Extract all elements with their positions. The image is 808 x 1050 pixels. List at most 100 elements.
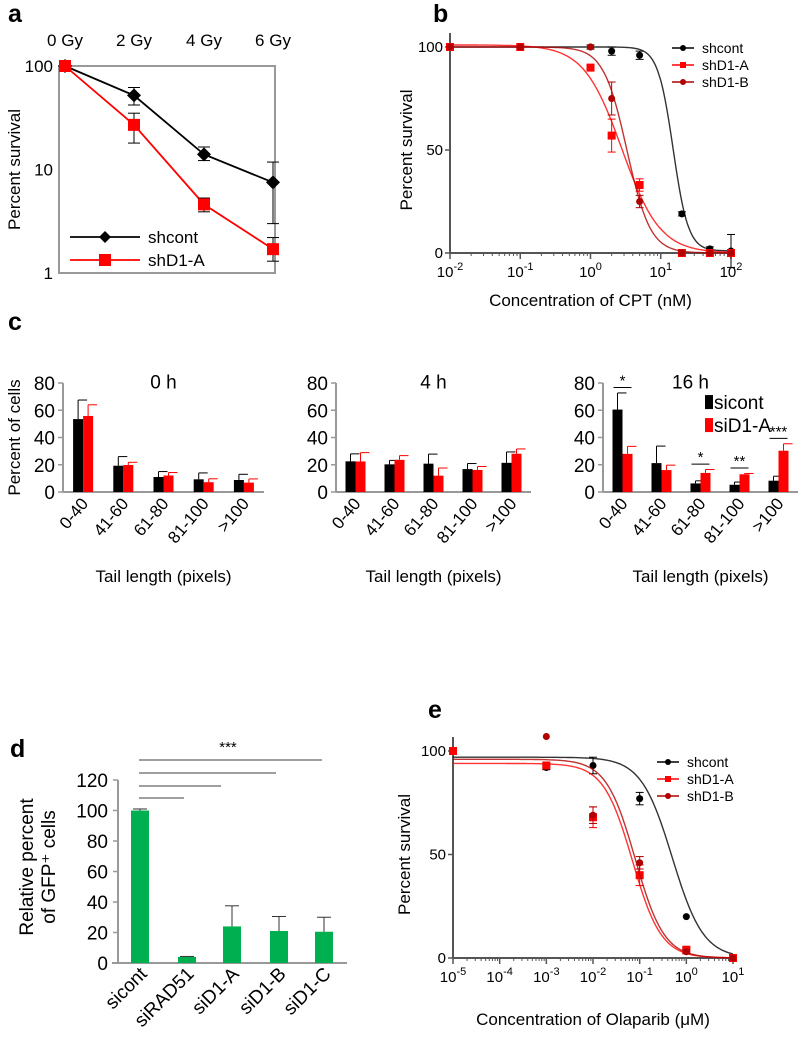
series-shD1-A: shD1-A [59, 60, 279, 270]
x-category-label: siD1-A [188, 963, 243, 1018]
y-tick-label: 10 [34, 161, 53, 180]
x-category-label: 81-100 [700, 494, 749, 547]
panel-label: b [433, 0, 448, 28]
y-tick-label: 40 [574, 429, 595, 450]
data-point [727, 249, 735, 257]
tick-exponent: 0 [596, 261, 602, 273]
y-tick-label: 50 [426, 142, 443, 159]
bar-sicont [690, 483, 701, 492]
y-tick-label: 20 [307, 456, 328, 477]
panel-label: e [428, 696, 442, 724]
y-tick-label: 40 [34, 429, 55, 450]
legend-swatch [705, 395, 713, 410]
bar-sicont [345, 461, 356, 492]
x-category-label: >100 [748, 494, 787, 536]
subplot-title: 16 h [672, 372, 709, 393]
panel-d: d 0 20 40 60 80 100 120 Relative percent of GFP⁺ … [10, 735, 347, 1032]
legend-marker [680, 79, 686, 85]
bar-siD1-A [394, 459, 405, 492]
subplot-title: 4 h [420, 372, 446, 393]
bar-siD1-A [243, 482, 254, 492]
x-category-label: 81-100 [164, 494, 213, 547]
legend-marker [99, 231, 111, 243]
data-point [607, 131, 616, 140]
legend-label: shD1-A [687, 771, 734, 787]
series-shD1-B: shD1-B [446, 43, 749, 257]
data-point [198, 198, 210, 211]
data-point [446, 43, 454, 51]
tick-base: 10 [533, 969, 550, 986]
y-tick-label: 60 [307, 401, 328, 422]
significance-marker: *** [219, 739, 237, 756]
y-tick-label: 50 [429, 847, 446, 864]
data-point [636, 795, 644, 803]
y-tick-label: 20 [87, 924, 108, 945]
bar-siD1-A [472, 469, 483, 492]
data-point [706, 249, 714, 257]
legend-marker [680, 62, 686, 68]
y-tick-label: 20 [574, 456, 595, 477]
data-point [608, 95, 616, 102]
significance-marker: ** [734, 453, 746, 470]
y-axis-title: Relative percent [17, 798, 38, 936]
data-point [266, 175, 280, 190]
bar-sicont [423, 463, 434, 492]
x-category-label: siD1-C [280, 964, 336, 1020]
tick-base: 10 [437, 264, 454, 281]
x-category-label: 41-60 [361, 494, 404, 540]
data-point [542, 733, 550, 741]
data-point [636, 859, 644, 867]
y-tick-label: 100 [76, 802, 108, 823]
series-shD1-A: shD1-A [449, 747, 737, 962]
x-tick-label: 101 [649, 261, 672, 281]
bar [178, 956, 196, 963]
bar-siD1-A [83, 415, 94, 492]
y-tick-label: 80 [34, 374, 55, 395]
data-point [128, 118, 140, 131]
y-tick-label: 0 [435, 245, 443, 262]
bar-siD1-A [355, 461, 366, 492]
x-tick-label: 100 [675, 966, 698, 986]
x-category-label: 0-40 [595, 494, 631, 532]
x-axis-title: Tail length (pixels) [365, 567, 501, 586]
data-point [608, 47, 616, 55]
bar-sicont [193, 479, 204, 492]
significance-marker: *** [770, 423, 788, 440]
y-axis-title: of GFP⁺ cells [39, 810, 60, 924]
bar-siD1-A [661, 470, 672, 492]
x-tick-label: 10-2 [580, 966, 606, 986]
data-point [678, 210, 686, 218]
x-tick-label: 10-2 [437, 261, 463, 281]
x-category-label: 6 Gy [255, 31, 291, 50]
legend-marker [665, 793, 671, 799]
legend-label: shcont [687, 754, 728, 770]
series-shD1-B: shD1-B [453, 733, 737, 962]
legend-label: shD1-A [148, 251, 205, 270]
data-point [678, 249, 686, 257]
tick-base: 10 [649, 264, 666, 281]
y-axis-title: Percent survival [5, 109, 24, 230]
data-point [589, 811, 597, 819]
data-point [59, 60, 71, 72]
x-category-label: >100 [214, 494, 253, 536]
data-point [586, 63, 595, 72]
y-axis-title: Percent of cells [5, 379, 24, 495]
x-tick-label: 10-1 [507, 261, 533, 281]
significance-marker: * [698, 449, 704, 466]
x-tick-label: 101 [722, 966, 745, 986]
x-category-label: 0-40 [56, 494, 92, 532]
x-category-label: 0 Gy [47, 31, 83, 50]
panel-label: d [10, 735, 25, 763]
bar-sicont [612, 409, 623, 492]
x-tick-label: 102 [720, 261, 743, 281]
bar-siD1-A [433, 475, 444, 492]
bar [270, 930, 288, 963]
bar-sicont [233, 480, 244, 492]
tick-exponent: 0 [692, 966, 698, 978]
